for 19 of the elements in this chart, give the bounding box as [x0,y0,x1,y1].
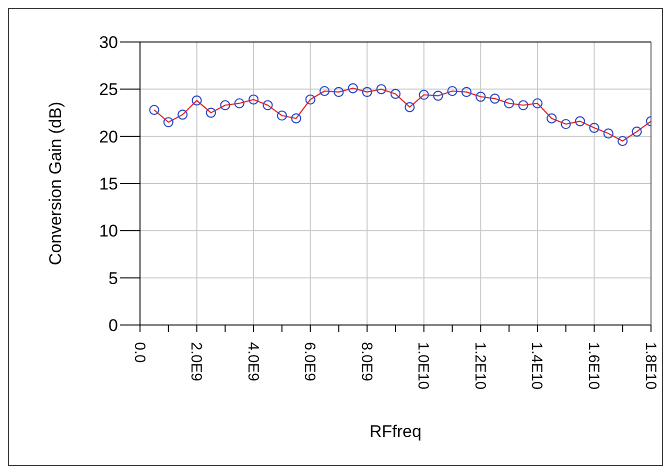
x-tick-label: 1.6E10 [584,342,602,390]
x-tick-label: 1.0E10 [414,342,432,390]
y-tick-label: 10 [99,222,118,241]
x-tick-label: 0.0 [130,342,148,363]
x-tick-label: 1.2E10 [471,342,488,390]
x-tick-label: 1.4E10 [528,342,546,390]
x-tick-label: 6.0E9 [301,342,318,382]
y-axis-title: Conversion Gain (dB) [46,102,66,266]
x-tick-label: 1.8E10 [642,342,659,390]
x-tick-label: 8.0E9 [358,342,375,382]
x-tick-label: 2.0E9 [188,342,205,382]
y-tick-label: 15 [99,174,118,194]
y-tick-label: 20 [99,127,118,146]
y-tick-label: 5 [108,268,118,288]
x-tick-label: 4.0E9 [244,342,262,382]
y-tick-label: 30 [99,33,118,52]
y-tick-label: 25 [99,80,118,100]
x-axis-title: RFfreq [370,422,422,441]
y-tick-label: 0 [108,316,118,336]
